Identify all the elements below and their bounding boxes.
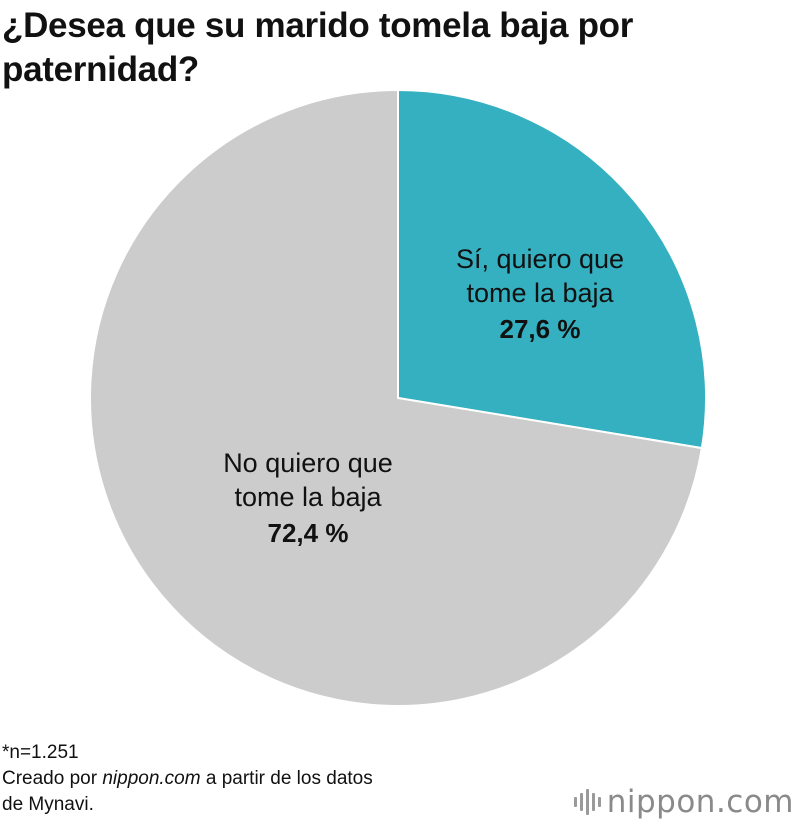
nippon-logo: nippon.com — [573, 784, 794, 820]
pie-slice-2 — [89, 88, 704, 707]
chart-title: ¿Desea que su marido tomela baja por pat… — [2, 6, 634, 89]
pie-slices — [89, 88, 707, 707]
pie-slice-2-label-line-1: No quiero que — [223, 448, 393, 478]
pie-slice-2-value: 72,4 % — [268, 518, 349, 548]
source-prefix: Creado por — [2, 768, 103, 789]
pie-slice-2-label-line-2: tome la baja — [234, 482, 382, 512]
pie-slice-1-label-line-1: Sí, quiero que — [456, 244, 624, 274]
pie-slice-1-label-line-2: tome la baja — [466, 278, 614, 308]
sample-size-note: *n=1.251 — [2, 742, 79, 763]
nippon-sound-bars-icon — [573, 787, 601, 817]
source-note: Creado por nippon.com a partir de los da… — [2, 766, 373, 792]
source-site: nippon.com — [102, 768, 201, 789]
source-note-line2: de Mynavi. — [2, 794, 94, 815]
source-suffix: a partir de los datos — [200, 768, 373, 789]
footnote: *n=1.251 Creado por nippon.com a partir … — [2, 740, 373, 818]
pie-slice-1-value: 27,6 % — [500, 314, 581, 344]
nippon-wordmark: nippon.com — [606, 784, 794, 820]
pie-slice-1 — [397, 88, 707, 450]
pie-labels: Sí, quiero que tome la baja 27,6 % No quier… — [223, 244, 624, 548]
